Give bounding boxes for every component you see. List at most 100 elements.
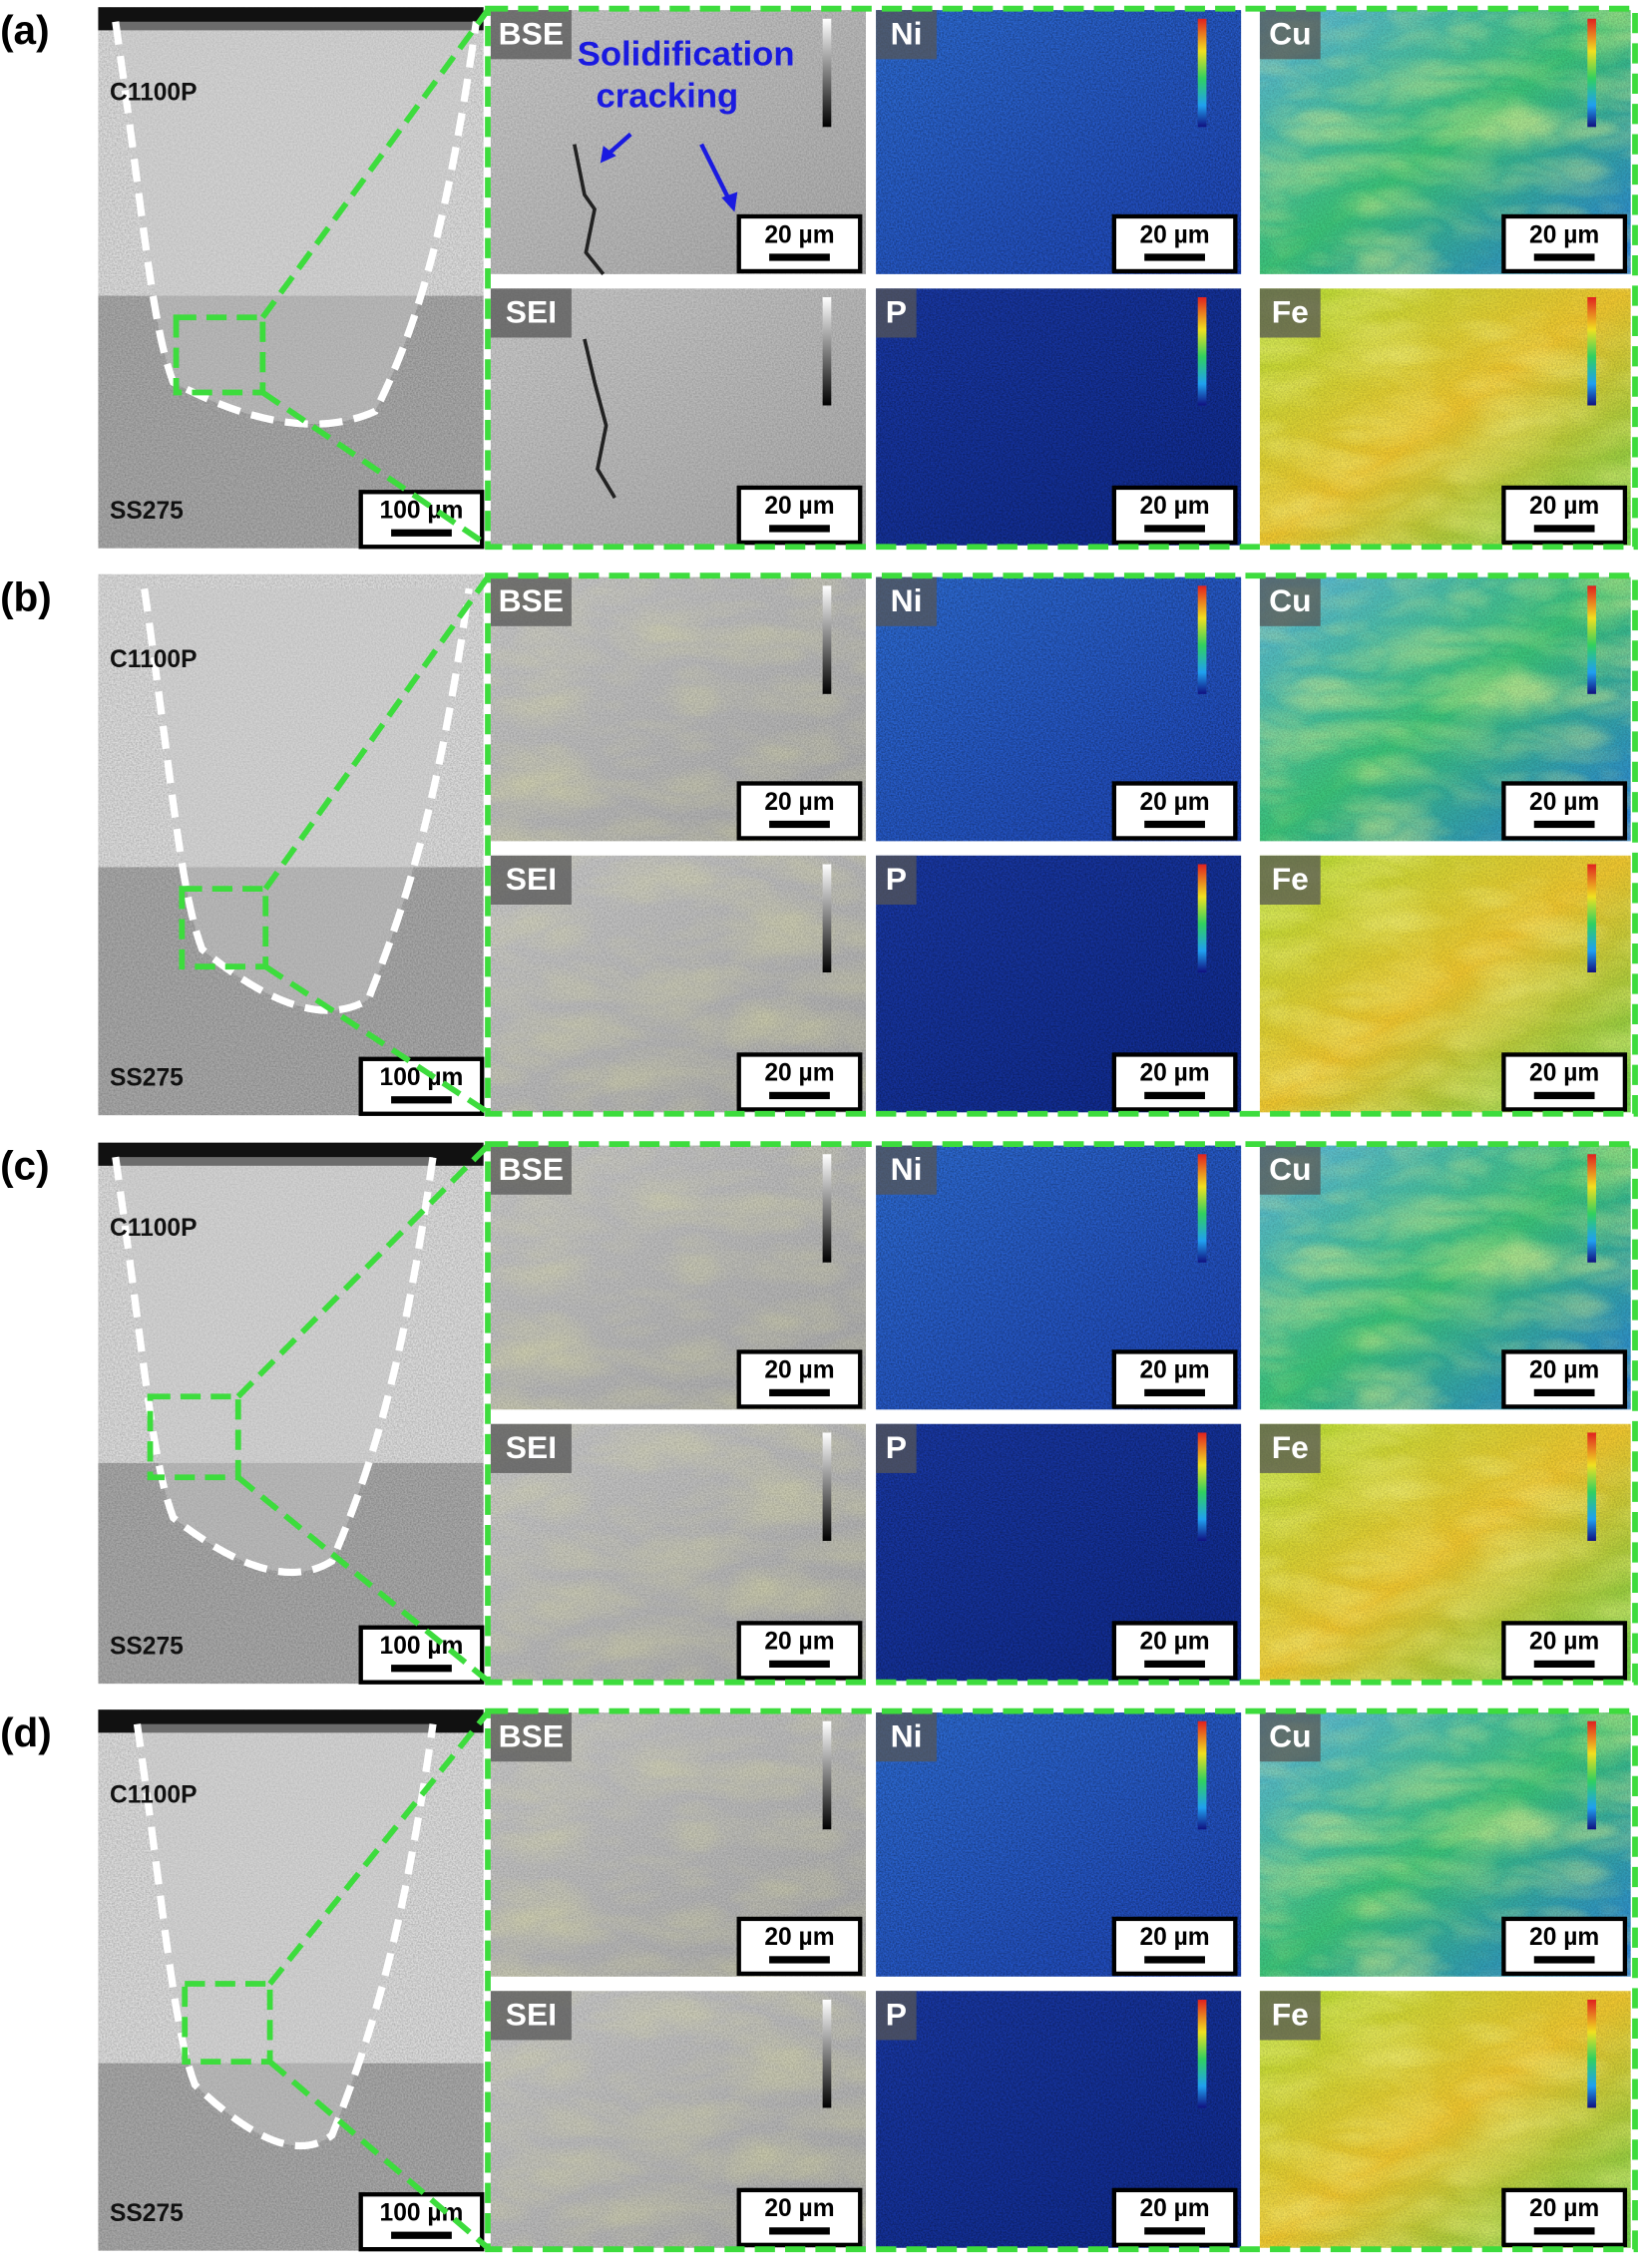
map-label-box [490, 1423, 572, 1473]
bottom-material-label: SS275 [110, 1065, 184, 1092]
scale-bar [769, 253, 830, 261]
fusion-zone [137, 1723, 434, 2146]
panel: (d) C1100P SS275 100 µm BSE 20 µm Ni 20 µm Cu 20 … [0, 1707, 1638, 2253]
fusion-boundary [112, 21, 481, 428]
scale-bar [769, 2227, 830, 2235]
map-label-box [1259, 1712, 1321, 1762]
scale-bar-label: 20 µm [1139, 493, 1209, 520]
scale-bar-label: 20 µm [764, 1924, 834, 1951]
map-label: P [886, 861, 907, 897]
color-bar [1197, 1432, 1207, 1541]
map: Fe 20 µm [1259, 855, 1631, 1113]
annotation-arrow [699, 143, 732, 203]
scale-bar [769, 820, 830, 829]
color-bar [1587, 18, 1596, 128]
zoom-leader [267, 1710, 491, 1986]
scale-bar [769, 1956, 830, 1964]
map-label-box [490, 1145, 572, 1195]
scale-bar-label: 20 µm [1139, 1629, 1209, 1656]
panel-label: (c) [0, 1142, 50, 1188]
color-bar [822, 864, 832, 972]
scale-bar [1533, 1091, 1595, 1100]
scale-bar-label: 100 µm [380, 1633, 464, 1660]
scale-bar [391, 1096, 452, 1104]
color-bar [1197, 585, 1207, 694]
map-label: BSE [499, 16, 564, 52]
annotation: Solidification [578, 36, 795, 74]
scale-bar-box [736, 2187, 863, 2248]
top-material-label: C1100P [110, 80, 197, 107]
bottom-material-label: SS275 [110, 1633, 184, 1660]
scale-bar-box [736, 1349, 863, 1409]
map: Cu 20 µm [1259, 1712, 1631, 1977]
scale-bar-label: 20 µm [764, 1060, 834, 1087]
color-bar [1587, 1432, 1596, 1541]
color-bar [822, 1999, 832, 2108]
zoom-frame [485, 1141, 1638, 1686]
scale-bar-label: 20 µm [764, 221, 834, 248]
color-bar [1197, 296, 1207, 406]
color-bar [1197, 1720, 1207, 1830]
map: P 20 µm [876, 1991, 1242, 2248]
scale-bar-box [358, 490, 485, 550]
color-bar [1197, 1154, 1207, 1263]
map-label: Fe [1272, 1429, 1309, 1465]
map-label: SEI [506, 294, 557, 330]
fusion-boundary [141, 587, 473, 1014]
scale-bar [1533, 525, 1595, 533]
scale-bar-box [1111, 485, 1238, 546]
map: SEI 20 µm [490, 288, 867, 546]
fusion-boundary [112, 1156, 437, 1577]
map: Ni 20 µm [876, 10, 1242, 274]
color-bar [1587, 1154, 1596, 1263]
map: P 20 µm [876, 1423, 1242, 1682]
map: BSE 20 µm [490, 10, 867, 274]
scale-bar [1533, 2227, 1595, 2235]
scale-bar-label: 20 µm [1139, 789, 1209, 816]
scale-bar [1144, 1660, 1205, 1668]
zoom-frame [485, 572, 1638, 1117]
scale-bar-label: 20 µm [1529, 1357, 1599, 1384]
map: Ni 20 µm [876, 576, 1242, 842]
scale-bar-box [1501, 213, 1628, 274]
scale-bar-box [1111, 1052, 1238, 1112]
fusion-zone [144, 588, 470, 1011]
map: Cu 20 µm [1259, 576, 1631, 842]
scale-bar-box [1111, 781, 1238, 841]
top-material-label: C1100P [110, 1781, 197, 1808]
map-label-box [1259, 1991, 1321, 2041]
scale-bar [769, 1388, 830, 1397]
map-label: Cu [1269, 16, 1311, 52]
map: Ni 20 µm [876, 1712, 1242, 1977]
zoom-leader [260, 390, 490, 549]
color-bar [822, 585, 832, 694]
scale-bar-box [736, 213, 863, 274]
map: SEI 20 µm [490, 1991, 867, 2248]
color-bar [822, 1432, 832, 1541]
color-bar [1197, 1999, 1207, 2108]
map-label-box [876, 576, 937, 626]
scale-bar [1144, 1091, 1205, 1100]
scale-bar [1533, 820, 1595, 829]
map: P 20 µm [876, 288, 1242, 546]
map-label: BSE [499, 1718, 564, 1754]
scale-bar [1144, 525, 1205, 533]
map-label-box [876, 855, 917, 905]
map-label: P [886, 1429, 907, 1465]
scale-bar [769, 1660, 830, 1668]
arrow-head [721, 191, 738, 212]
scale-bar-label: 100 µm [380, 2200, 464, 2227]
scale-bar-label: 20 µm [1139, 1060, 1209, 1087]
scale-bar [1533, 1388, 1595, 1397]
top-material-label: C1100P [110, 1215, 197, 1242]
scale-bar-label: 20 µm [1529, 1924, 1599, 1951]
map: BSE 20 µm [490, 1712, 867, 1977]
map-label: Cu [1269, 582, 1311, 618]
color-bar [822, 1154, 832, 1263]
zoom-box [182, 1981, 273, 2066]
scale-bar-label: 20 µm [1529, 221, 1599, 248]
crack [573, 144, 616, 499]
scale-bar-box [736, 485, 863, 546]
